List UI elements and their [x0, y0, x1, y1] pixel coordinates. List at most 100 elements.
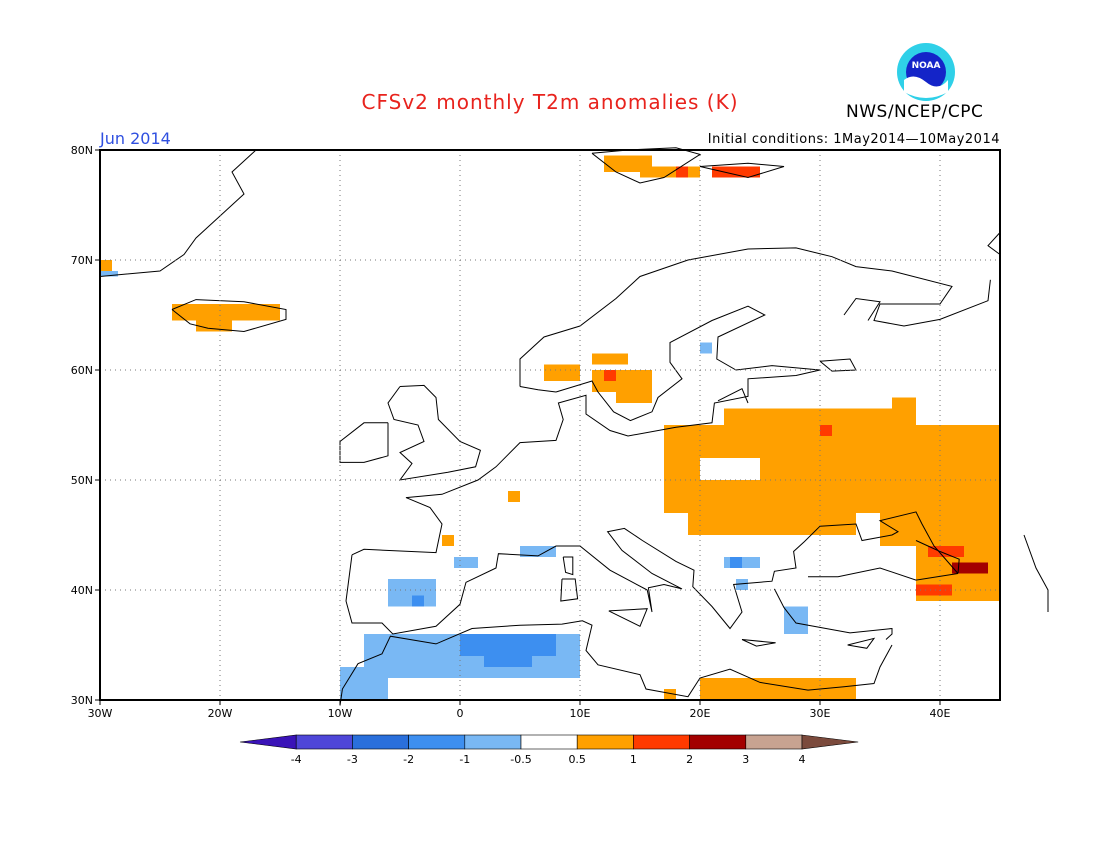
map-title: CFSv2 monthly T2m anomalies (K)	[361, 90, 739, 114]
lon-label: 10E	[570, 707, 591, 720]
lon-label: 30E	[810, 707, 831, 720]
anomaly-cell	[484, 656, 532, 667]
lat-label: 40N	[71, 584, 93, 597]
coastline	[717, 388, 749, 404]
colorbar-label: 3	[742, 753, 749, 766]
lon-label: 20W	[208, 707, 233, 720]
lon-label: 20E	[690, 707, 711, 720]
anomaly-cell	[712, 166, 760, 178]
anomaly-cell	[664, 689, 676, 700]
anomaly-cell	[442, 535, 454, 546]
lon-label: 0	[457, 707, 464, 720]
colorbar-label: 0.5	[568, 753, 586, 766]
lon-label: 40E	[930, 707, 951, 720]
colorbar-segment	[464, 734, 522, 750]
anomaly-cell	[412, 595, 424, 607]
anomaly-cell	[784, 606, 808, 634]
anomaly-cell	[508, 491, 520, 502]
anomaly-cell	[688, 513, 856, 535]
valid-month: Jun 2014	[100, 129, 171, 148]
coastline	[741, 639, 776, 647]
coastline	[519, 386, 557, 393]
coastline	[819, 358, 857, 372]
anomaly-cell	[736, 579, 748, 590]
coastline	[99, 149, 257, 277]
colorbar-label: -4	[291, 753, 302, 766]
lat-label: 80N	[71, 144, 93, 157]
lat-label: 30N	[71, 694, 93, 707]
colorbar-segment	[633, 734, 690, 750]
colorbar-label: 2	[686, 753, 693, 766]
anomaly-cell	[544, 364, 580, 381]
coastline	[345, 511, 959, 635]
coastline	[562, 556, 574, 576]
anomaly-cell	[520, 546, 556, 557]
coastline	[915, 540, 960, 574]
anomaly-field	[100, 155, 1000, 700]
anomaly-cell	[454, 557, 478, 568]
anomaly-cell	[928, 546, 964, 557]
colorbar-label: -0.5	[510, 753, 531, 766]
anomaly-cell	[100, 260, 112, 271]
colorbar-label: 1	[630, 753, 637, 766]
organization-label: NWS/NCEP/CPC	[846, 102, 984, 122]
colorbar-arrow-low	[239, 734, 297, 750]
gridlines	[95, 149, 1000, 705]
latitude-labels: 80N 70N 60N 50N 40N 30N	[71, 144, 93, 707]
colorbar-segment	[520, 734, 578, 750]
anomaly-cell	[892, 397, 916, 425]
coastline	[608, 608, 648, 627]
colorbar-label: -3	[347, 753, 358, 766]
lat-label: 50N	[71, 474, 93, 487]
coastline	[339, 620, 893, 706]
coastline	[560, 578, 579, 602]
colorbar-label: 4	[799, 753, 806, 766]
colorbar-label: -2	[403, 753, 414, 766]
logo-text: NOAA	[912, 61, 941, 71]
coastline	[387, 384, 482, 481]
anomaly-cell	[916, 584, 952, 596]
anomaly-cell	[724, 408, 892, 425]
colorbar-label: -1	[459, 753, 470, 766]
anomaly-cell	[880, 480, 1000, 546]
colorbar-arrow-high	[801, 734, 859, 750]
anomaly-cell	[640, 166, 700, 178]
lon-label: 30W	[88, 707, 113, 720]
lon-label: 10W	[328, 707, 353, 720]
anomaly-cell	[700, 342, 712, 354]
anomaly-cell	[460, 634, 556, 656]
noaa-logo: NOAA	[896, 42, 956, 102]
colorbar-segment	[352, 734, 409, 750]
coastline	[808, 567, 959, 581]
coastline	[987, 232, 1001, 255]
anomaly-cell	[592, 353, 628, 365]
coastline	[339, 422, 389, 463]
anomaly-gap	[700, 458, 760, 480]
coastline	[351, 369, 821, 556]
longitude-labels: 30W 20W 10W 0 10E 20E 30E 40E	[88, 707, 951, 720]
anomaly-cell	[676, 166, 688, 178]
anomaly-cell	[340, 667, 388, 700]
anomaly-cell	[952, 562, 988, 574]
anomaly-cell	[616, 386, 652, 403]
coastline	[171, 299, 287, 333]
colorbar: -4 -3 -2 -1 -0.5 0.5 1 2 3 4	[239, 734, 859, 766]
map-frame	[99, 149, 1001, 701]
lat-label: 70N	[71, 254, 93, 267]
anomaly-cell	[100, 271, 118, 277]
anomaly-cell	[820, 425, 832, 436]
coastlines	[99, 147, 1049, 706]
colorbar-segment	[408, 734, 466, 750]
coastline	[773, 588, 893, 640]
anomaly-cell	[700, 678, 856, 700]
lat-label: 60N	[71, 364, 93, 377]
colorbar-segment	[576, 734, 634, 750]
coastline	[699, 162, 785, 179]
initial-conditions: Initial conditions: 1May2014—10May2014	[707, 132, 1000, 147]
colorbar-segment	[745, 734, 803, 750]
coastline	[519, 247, 991, 387]
colorbar-segment	[295, 734, 353, 750]
coastline	[843, 297, 881, 321]
anomaly-cell	[730, 557, 742, 568]
